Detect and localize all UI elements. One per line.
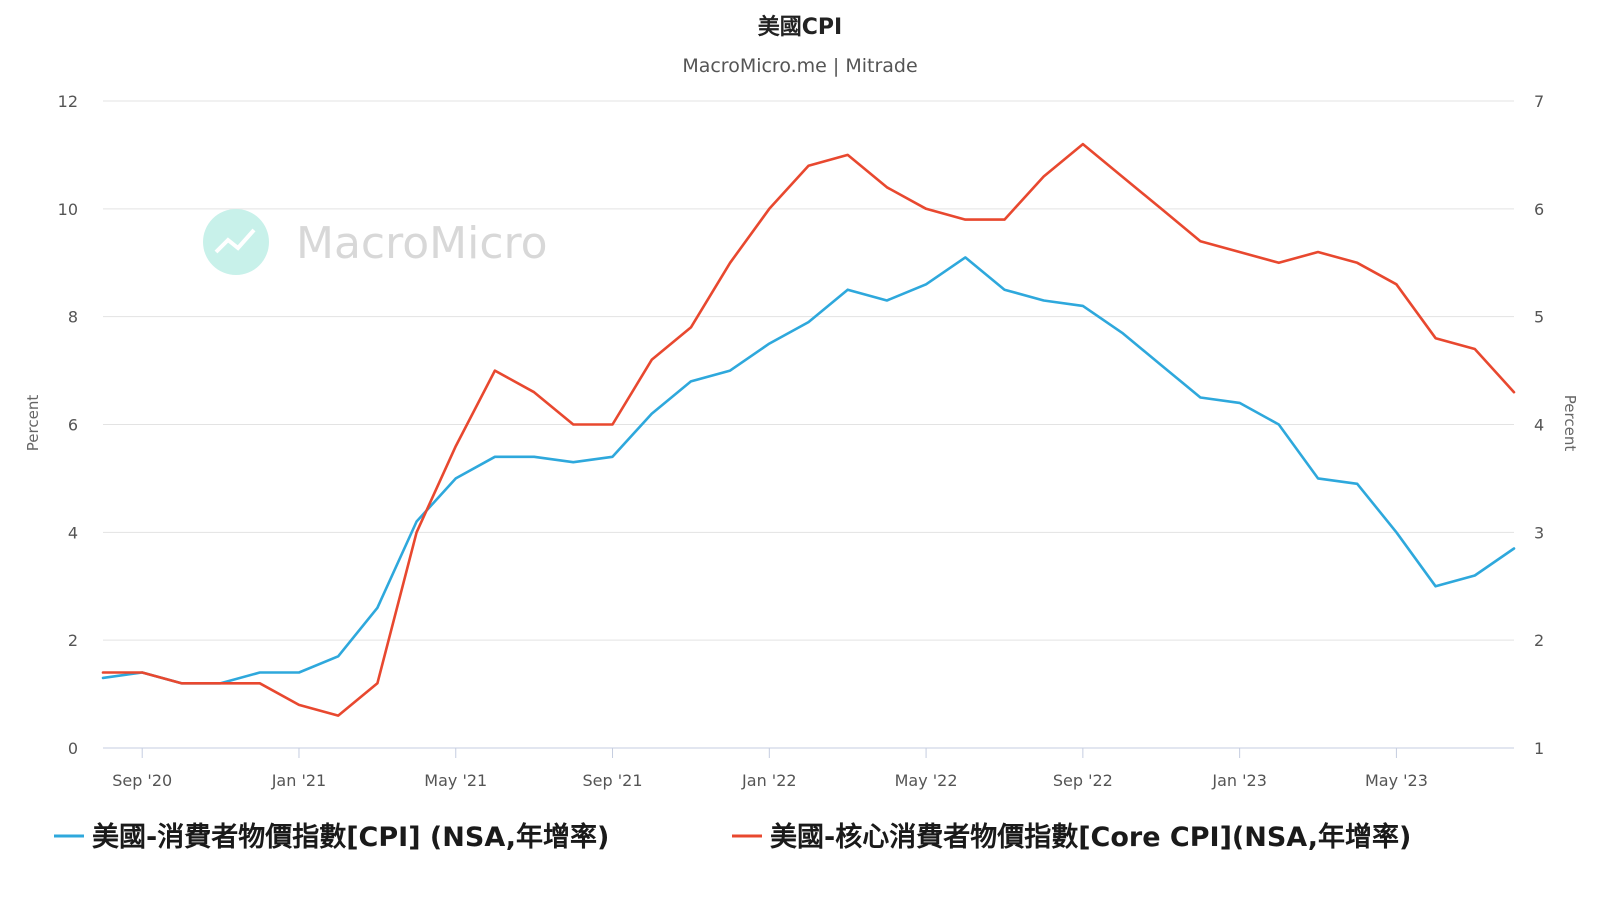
x-tick-label: Jan '21 [271, 771, 327, 790]
watermark-logo-glyph [214, 228, 256, 254]
y-right-tick-label: 3 [1534, 523, 1544, 542]
x-axis-ticks: Sep '20 Jan '21 May '21 Sep '21 Jan '22 May '… [112, 748, 1428, 790]
y-right-tick-label: 4 [1534, 416, 1544, 435]
series-line-cpi [101, 256, 1516, 685]
x-tick-label: Jan '22 [741, 771, 797, 790]
y-left-tick-label: 6 [68, 416, 78, 435]
y-right-tick-label: 1 [1534, 739, 1544, 758]
legend[interactable]: 美國-消費者物價指數[CPI] (NSA,年增率) 美國-核心消費者物價指數[C… [54, 821, 1411, 853]
legend-item-core-cpi[interactable]: 美國-核心消費者物價指數[Core CPI](NSA,年增率) [732, 821, 1411, 853]
y-left-tick-label: 0 [68, 739, 78, 758]
y-axis-right-ticks: 1 2 3 4 5 6 7 [1534, 92, 1544, 758]
legend-label-cpi: 美國-消費者物價指數[CPI] (NSA,年增率) [92, 821, 609, 853]
chart-subtitle: MacroMicro.me | Mitrade [682, 55, 917, 77]
series-lines [101, 142, 1516, 717]
gridlines [103, 100, 1514, 749]
watermark: MacroMicro [203, 209, 548, 275]
y-right-tick-label: 2 [1534, 631, 1544, 650]
series-line-core-cpi [101, 142, 1516, 717]
x-tick-label: May '23 [1365, 771, 1428, 790]
y-right-tick-label: 7 [1534, 92, 1544, 111]
x-tick-label: Sep '20 [112, 771, 172, 790]
x-tick-label: Jan '23 [1211, 771, 1267, 790]
y-left-tick-label: 10 [58, 200, 78, 219]
y-left-tick-label: 2 [68, 631, 78, 650]
y-axis-left-title: Percent [24, 395, 42, 452]
x-tick-label: Sep '22 [1053, 771, 1113, 790]
y-right-tick-label: 6 [1534, 200, 1544, 219]
watermark-text: MacroMicro [296, 218, 548, 269]
x-tick-label: Sep '21 [583, 771, 643, 790]
chart-title: 美國CPI [758, 14, 842, 40]
y-axis-right-title: Percent [1561, 395, 1579, 452]
y-left-tick-label: 12 [58, 92, 78, 111]
x-tick-label: May '21 [424, 771, 487, 790]
y-left-tick-label: 4 [68, 523, 78, 542]
y-right-tick-label: 5 [1534, 308, 1544, 327]
watermark-logo-icon [203, 209, 269, 275]
y-left-tick-label: 8 [68, 308, 78, 327]
x-tick-label: May '22 [895, 771, 958, 790]
y-axis-left-ticks: 0 2 4 6 8 10 12 [58, 92, 78, 758]
legend-label-core-cpi: 美國-核心消費者物價指數[Core CPI](NSA,年增率) [770, 821, 1411, 853]
legend-item-cpi[interactable]: 美國-消費者物價指數[CPI] (NSA,年增率) [54, 821, 609, 853]
